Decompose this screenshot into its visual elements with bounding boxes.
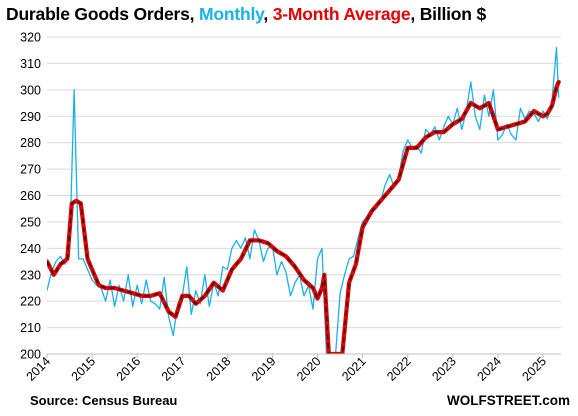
y-tick-label: 230 [20,268,41,282]
y-tick-label: 290 [20,110,41,124]
x-tick-label: 2018 [204,354,234,384]
y-tick-label: 310 [20,57,41,71]
series-line-average [47,79,561,354]
y-tick-label: 240 [20,242,41,256]
x-tick-label: 2024 [474,354,504,384]
brand-label: WOLFSTREET.com [446,393,570,408]
y-tick-label: 280 [20,136,41,150]
x-tick-label: 2021 [339,354,369,384]
y-tick-label: 320 [20,31,41,45]
x-tick-label: 2019 [249,354,279,384]
chart-title: Durable Goods Orders, Monthly, 3-Month A… [6,4,486,25]
series-line-average-overlay [47,81,560,354]
title-part-monthly: Monthly [199,4,264,24]
x-tick-label: 2025 [520,354,550,384]
y-axis: 200 210 220 230 240 250 260 270 280 290 300 310 320 [20,31,41,362]
y-tick-label: 220 [20,295,41,309]
y-tick-label: 250 [20,215,41,229]
y-tick-label: 270 [20,163,41,177]
y-tick-label: 300 [20,83,41,97]
grid-lines [47,36,561,329]
y-tick-label: 210 [20,321,41,335]
series-line-monthly [47,46,560,354]
y-tick-label: 200 [20,348,41,362]
x-tick-label: 2015 [69,354,99,384]
title-part-unit: , Billion $ [410,4,486,24]
title-part-base: Durable Goods Orders, [6,4,200,24]
x-tick-label: 2022 [384,354,414,384]
x-tick-label: 2023 [429,354,459,384]
y-tick-label: 260 [20,189,41,203]
x-tick-label: 2016 [114,354,144,384]
x-axis: 2014 2015 2016 2017 2018 2019 2020 2021 2022 2023… [24,354,550,384]
x-tick-label: 2020 [294,354,324,384]
source-note: Source: Census Bureau [30,393,178,408]
x-tick-label: 2017 [159,354,189,384]
title-part-separator: , [263,4,273,24]
title-part-average: 3-Month Average [272,4,411,24]
